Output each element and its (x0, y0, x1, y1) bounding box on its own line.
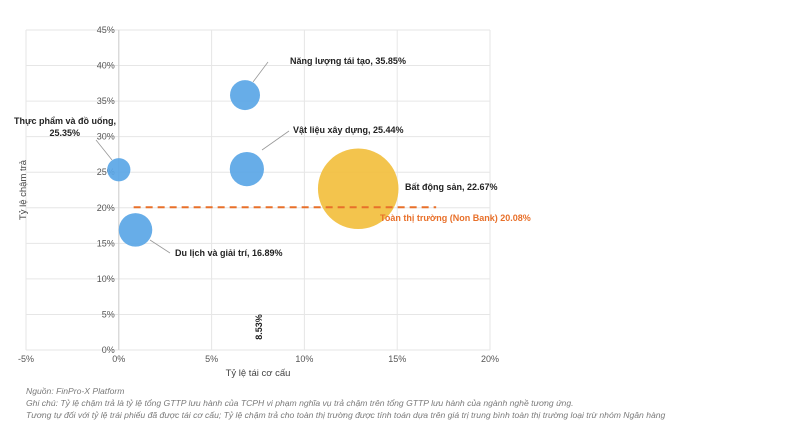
x-tick-label: -5% (18, 354, 34, 364)
leader-line (149, 239, 171, 254)
bubbles (107, 80, 399, 247)
reference-line-label: Toàn thị trường (Non Bank) 20.08% (380, 213, 531, 223)
reference-line-group: Toàn thị trường (Non Bank) 20.08% (133, 206, 531, 223)
bubble (229, 151, 264, 187)
y-axis-title: Tỷ lệ chậm trả (18, 159, 29, 220)
bubble-label: Thực phẩm và đồ uống, 25.35% (14, 116, 116, 138)
axis-ticks: 0% 5% 10% 15% 20% 25% 30% 35% 40% 45% -5% 0% 5% 10% 15… (18, 25, 499, 364)
y-tick-label: 35% (97, 96, 115, 106)
y-tick-label: 20% (97, 203, 115, 213)
vertical-annotation: 8.53% (254, 314, 264, 340)
source-note: Nguồn: FinPro-X Platform (26, 386, 125, 396)
bubble-label: Năng lượng tái tạo, 35.85% (290, 56, 406, 66)
y-tick-label: 25% (97, 167, 115, 177)
y-tick-label: 40% (97, 61, 115, 71)
leader-line (252, 61, 269, 83)
bubble (230, 80, 261, 111)
bubble (107, 158, 131, 182)
bubble-label: Du lịch và giải trí, 16.89% (175, 248, 283, 258)
bubble-chart: 0% 5% 10% 15% 20% 25% 30% 35% 40% 45% -5% 0% 5% 10% 15… (14, 25, 531, 379)
x-tick-label: 5% (205, 354, 218, 364)
leader-line (261, 130, 290, 151)
x-tick-label: 20% (481, 354, 499, 364)
y-tick-label: 0% (102, 345, 115, 355)
leader-line (95, 139, 113, 161)
bubble (317, 148, 399, 230)
x-tick-label: 0% (112, 354, 125, 364)
x-tick-label: 10% (295, 354, 313, 364)
y-tick-label: 10% (97, 274, 115, 284)
bubble-labels: Năng lượng tái tạo, 35.85% Vật liệu xây d… (14, 56, 498, 258)
x-tick-label: 15% (388, 354, 406, 364)
y-tick-label: 5% (102, 309, 115, 319)
footnote-line-2: Tương tự đối với tỷ lệ trái phiếu đã đượ… (26, 410, 666, 420)
y-tick-label: 15% (97, 238, 115, 248)
bubble-label: Bất động sản, 22.67% (405, 182, 498, 192)
y-tick-label: 45% (97, 25, 115, 35)
y-tick-label: 30% (97, 132, 115, 142)
x-axis-title: Tỷ lệ tái cơ cấu (226, 368, 291, 379)
bubble (118, 213, 153, 247)
bubble-label: Vật liệu xây dựng, 25.44% (293, 125, 404, 135)
footnote-line-1: Ghi chú: Tỷ lệ chậm trả là tỷ lệ tổng GT… (26, 398, 574, 408)
